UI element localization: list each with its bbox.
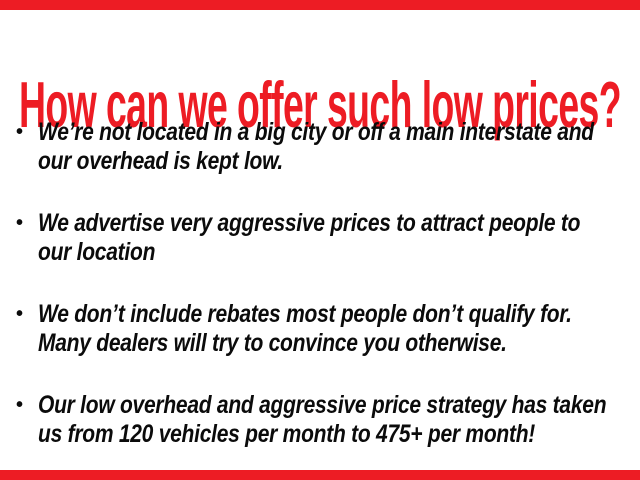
- bullet-dot-icon: •: [16, 212, 24, 234]
- bullet-line: our overhead is kept low.: [38, 147, 283, 175]
- bullet-line: We don’t include rebates most people don…: [38, 300, 572, 328]
- bullet-text: We’re not located in a big city or off a…: [38, 118, 594, 176]
- bullet-list: • We’re not located in a big city or off…: [16, 118, 626, 449]
- bullet-item: • We advertise very aggressive prices to…: [16, 209, 626, 267]
- bullet-item: • We don’t include rebates most people d…: [16, 300, 626, 358]
- bullet-line: We advertise very aggressive prices to a…: [38, 209, 581, 237]
- bullet-dot-icon: •: [16, 394, 24, 416]
- bullet-dot-icon: •: [16, 303, 24, 325]
- bullet-text: We advertise very aggressive prices to a…: [38, 209, 580, 267]
- bullet-line: Our low overhead and aggressive price st…: [38, 391, 607, 419]
- bullet-item: • Our low overhead and aggressive price …: [16, 391, 626, 449]
- bullet-text: We don’t include rebates most people don…: [38, 300, 572, 358]
- bullet-line: Many dealers will try to convince you ot…: [38, 329, 507, 357]
- bottom-red-bar: [0, 470, 640, 480]
- bullet-item: • We’re not located in a big city or off…: [16, 118, 626, 176]
- bullet-dot-icon: •: [16, 121, 24, 143]
- slide-title: How can we offer such low prices?: [18, 67, 622, 141]
- bullet-line: us from 120 vehicles per month to 475+ p…: [38, 420, 536, 448]
- bullet-line: our location: [38, 238, 156, 266]
- bullet-text: Our low overhead and aggressive price st…: [38, 391, 607, 449]
- top-red-bar: [0, 0, 640, 10]
- bullet-line: We’re not located in a big city or off a…: [38, 118, 594, 146]
